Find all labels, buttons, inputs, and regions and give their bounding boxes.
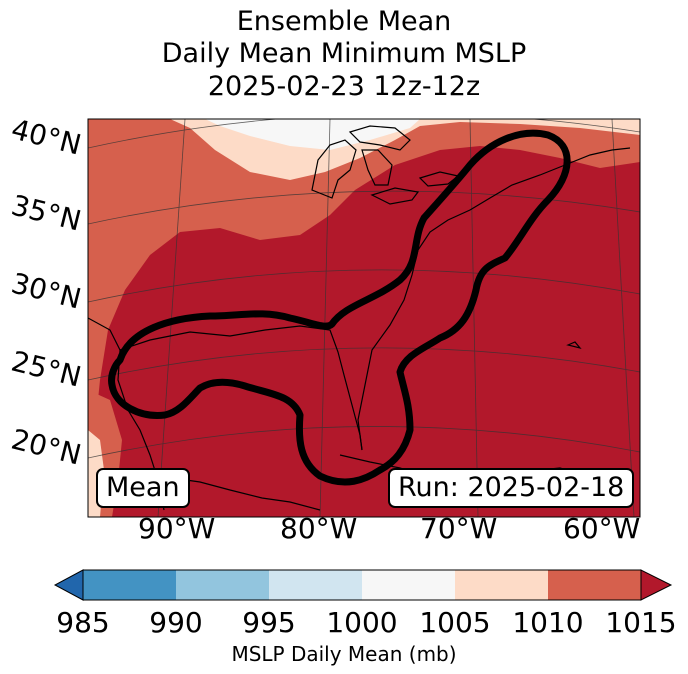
colorbar-tick-1015: 1015 <box>605 606 677 639</box>
lon-label-60w: 60°W <box>563 512 641 545</box>
contour-outline <box>108 129 571 486</box>
colorbar-segment-1000 <box>362 570 455 600</box>
colorbar-tick-995: 995 <box>242 606 296 639</box>
colorbar-segment-985 <box>83 570 176 600</box>
colorbar-segment-1010 <box>548 570 641 600</box>
title-line-1: Ensemble Mean <box>236 6 452 37</box>
map-gridlines <box>88 119 640 517</box>
colorbar-segment-990 <box>176 570 269 600</box>
colorbar-tick-990: 990 <box>149 606 203 639</box>
colorbar-segment-1005 <box>455 570 548 600</box>
colorbar-tick-985: 985 <box>56 606 110 639</box>
colorbar-frame <box>82 569 642 601</box>
map-frame <box>87 118 641 518</box>
colorbar-extend-low <box>53 569 84 601</box>
pressure-field-1005-1010 <box>88 119 640 517</box>
colorbar-extend-high <box>640 569 673 601</box>
mean-badge: Mean <box>96 468 190 508</box>
lon-label-90w: 90°W <box>138 512 216 545</box>
lon-label-80w: 80°W <box>280 512 358 545</box>
colorbar-label: MSLP Daily Mean (mb) <box>231 642 457 666</box>
lon-label-70w: 70°W <box>420 512 498 545</box>
title-line-3: 2025-02-23 12z-12z <box>207 71 481 102</box>
title-line-2: Daily Mean Minimum MSLP <box>161 38 527 69</box>
colorbar-tick-1000: 1000 <box>326 606 398 639</box>
colorbar-tick-1005: 1005 <box>419 606 491 639</box>
colorbar-segment-995 <box>269 570 362 600</box>
colorbar-tick-1010: 1010 <box>512 606 584 639</box>
run-date-badge: Run: 2025-02-18 <box>388 468 635 508</box>
